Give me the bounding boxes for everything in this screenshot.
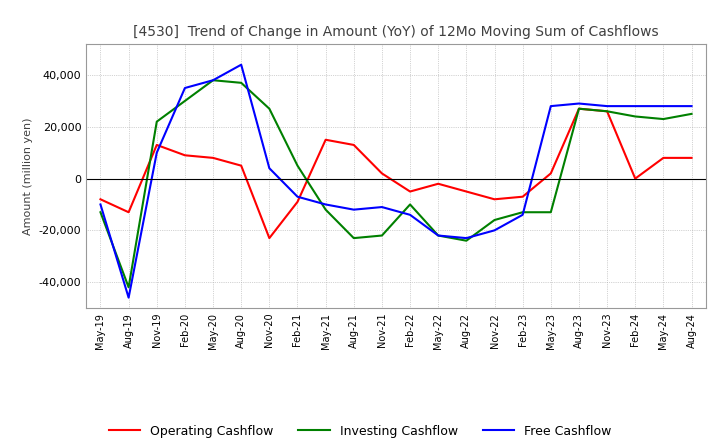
Legend: Operating Cashflow, Investing Cashflow, Free Cashflow: Operating Cashflow, Investing Cashflow, … <box>104 420 616 440</box>
Operating Cashflow <box>209 155 217 161</box>
Investing Cashflow <box>462 238 471 243</box>
Free Cashflow <box>462 235 471 241</box>
Investing Cashflow <box>209 77 217 83</box>
Free Cashflow <box>265 165 274 171</box>
Operating Cashflow <box>237 163 246 168</box>
Investing Cashflow <box>125 285 133 290</box>
Investing Cashflow <box>490 217 499 223</box>
Operating Cashflow <box>406 189 415 194</box>
Investing Cashflow <box>546 209 555 215</box>
Free Cashflow <box>490 228 499 233</box>
Free Cashflow <box>575 101 583 106</box>
Investing Cashflow <box>687 111 696 117</box>
Investing Cashflow <box>153 119 161 124</box>
Investing Cashflow <box>406 202 415 207</box>
Investing Cashflow <box>603 109 611 114</box>
Y-axis label: Amount (million yen): Amount (million yen) <box>23 117 33 235</box>
Free Cashflow <box>96 202 105 207</box>
Operating Cashflow <box>153 142 161 147</box>
Free Cashflow <box>153 150 161 155</box>
Investing Cashflow <box>377 233 386 238</box>
Operating Cashflow <box>659 155 667 161</box>
Operating Cashflow <box>321 137 330 143</box>
Investing Cashflow <box>265 106 274 111</box>
Operating Cashflow <box>377 171 386 176</box>
Free Cashflow <box>659 103 667 109</box>
Operating Cashflow <box>631 176 639 181</box>
Investing Cashflow <box>96 209 105 215</box>
Investing Cashflow <box>293 163 302 168</box>
Operating Cashflow <box>490 197 499 202</box>
Investing Cashflow <box>237 80 246 85</box>
Investing Cashflow <box>181 98 189 103</box>
Operating Cashflow <box>181 153 189 158</box>
Line: Operating Cashflow: Operating Cashflow <box>101 109 691 238</box>
Free Cashflow <box>349 207 358 212</box>
Free Cashflow <box>181 85 189 91</box>
Operating Cashflow <box>518 194 527 199</box>
Free Cashflow <box>434 233 443 238</box>
Operating Cashflow <box>434 181 443 187</box>
Investing Cashflow <box>349 235 358 241</box>
Operating Cashflow <box>293 199 302 205</box>
Free Cashflow <box>237 62 246 67</box>
Investing Cashflow <box>631 114 639 119</box>
Investing Cashflow <box>321 207 330 212</box>
Investing Cashflow <box>575 106 583 111</box>
Title: [4530]  Trend of Change in Amount (YoY) of 12Mo Moving Sum of Cashflows: [4530] Trend of Change in Amount (YoY) o… <box>133 25 659 39</box>
Investing Cashflow <box>518 209 527 215</box>
Free Cashflow <box>377 205 386 210</box>
Investing Cashflow <box>659 117 667 122</box>
Free Cashflow <box>321 202 330 207</box>
Operating Cashflow <box>125 209 133 215</box>
Operating Cashflow <box>462 189 471 194</box>
Operating Cashflow <box>96 197 105 202</box>
Free Cashflow <box>687 103 696 109</box>
Free Cashflow <box>406 212 415 217</box>
Free Cashflow <box>518 212 527 217</box>
Investing Cashflow <box>434 233 443 238</box>
Free Cashflow <box>125 295 133 300</box>
Operating Cashflow <box>265 235 274 241</box>
Operating Cashflow <box>687 155 696 161</box>
Line: Free Cashflow: Free Cashflow <box>101 65 691 297</box>
Free Cashflow <box>603 103 611 109</box>
Operating Cashflow <box>575 106 583 111</box>
Free Cashflow <box>293 194 302 199</box>
Free Cashflow <box>546 103 555 109</box>
Free Cashflow <box>631 103 639 109</box>
Line: Investing Cashflow: Investing Cashflow <box>101 80 691 287</box>
Operating Cashflow <box>349 142 358 147</box>
Operating Cashflow <box>546 171 555 176</box>
Operating Cashflow <box>603 109 611 114</box>
Free Cashflow <box>209 77 217 83</box>
